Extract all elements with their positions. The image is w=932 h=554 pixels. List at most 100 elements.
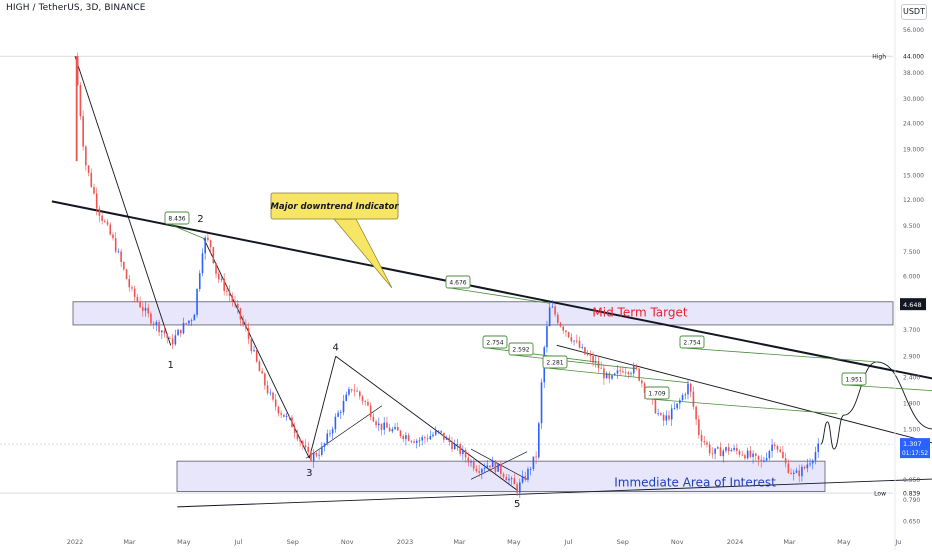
candle (763, 460, 765, 462)
y-tick-label: 1.900 (903, 400, 920, 407)
y-tick-label: 0.950 (903, 477, 920, 484)
candle (529, 468, 532, 470)
y-tick-label: 0.650 (903, 519, 920, 526)
wave3-4-line (308, 356, 337, 459)
candle (142, 307, 144, 311)
candle (250, 338, 253, 352)
high-marker-value: 44.000 (903, 54, 924, 61)
candle (592, 355, 594, 363)
candle (540, 382, 543, 424)
candle (643, 383, 646, 393)
y-tick-label: 2.400 (903, 375, 920, 382)
candle (733, 447, 735, 450)
candle (242, 319, 244, 325)
candle (508, 478, 510, 481)
candle (207, 237, 209, 241)
callout-value: 1.709 (648, 391, 665, 398)
candle (396, 427, 399, 431)
candle (234, 301, 236, 305)
candle (773, 444, 776, 446)
candle (483, 468, 486, 470)
price-callout: 1.709 (644, 386, 838, 415)
y-tick-label: 2.900 (903, 354, 920, 361)
candle (611, 375, 613, 379)
callout-box (482, 335, 508, 349)
y-tick-label: 30.000 (903, 96, 924, 103)
candle (432, 434, 434, 437)
candle (386, 422, 388, 428)
candle (792, 472, 795, 474)
candle (323, 443, 326, 447)
candle (296, 432, 299, 440)
candle (98, 208, 101, 216)
candle (717, 447, 719, 449)
candle (391, 429, 394, 432)
candle (505, 477, 508, 481)
candle (136, 296, 139, 302)
candle (85, 146, 87, 166)
wave1-decline-line (74, 56, 172, 346)
candle (801, 466, 803, 477)
currency-button[interactable]: USDT (901, 4, 927, 20)
candle (787, 463, 790, 473)
wave-label: 3 (306, 468, 312, 479)
candle (302, 441, 304, 446)
candle (114, 238, 117, 252)
note-text: Major downtrend Indicator (270, 202, 399, 212)
candle (613, 373, 616, 376)
candle (383, 422, 386, 430)
wave-label: 2 (197, 214, 203, 225)
candle (310, 451, 312, 462)
y-tick-label: 0.790 (903, 497, 920, 504)
candle (212, 247, 215, 264)
candle (185, 323, 188, 324)
candle (738, 450, 741, 455)
candle (692, 391, 695, 407)
candle (448, 437, 451, 443)
candle (109, 224, 112, 235)
current-price-tag (900, 438, 930, 459)
y-tick-label: 15.000 (903, 172, 924, 179)
candle (654, 399, 657, 414)
candle (562, 326, 565, 331)
wave4-channel-line (305, 405, 383, 459)
candle (736, 447, 738, 451)
candle (152, 323, 155, 325)
candle (139, 301, 141, 308)
candle (217, 273, 220, 280)
candle (82, 116, 84, 147)
low-marker-value: 0.839 (903, 491, 920, 498)
candle (708, 444, 711, 454)
candle (133, 288, 136, 297)
candle (500, 464, 502, 474)
candle (348, 389, 350, 395)
candle (657, 413, 659, 414)
candle (624, 372, 627, 374)
x-tick-label: Mar (783, 538, 796, 546)
callout-pointer (449, 287, 551, 304)
callout-value: 4.676 (449, 280, 466, 287)
candle (291, 417, 293, 428)
candle (201, 253, 204, 274)
price-callout: 8.436 (164, 211, 204, 239)
candle (727, 447, 730, 452)
candle (703, 441, 706, 443)
candle (345, 394, 348, 401)
candle (388, 427, 391, 432)
candle (608, 373, 611, 379)
candle (117, 251, 120, 253)
callout-box (445, 275, 471, 289)
candle (166, 333, 169, 338)
candle (434, 430, 437, 435)
candle (725, 447, 727, 451)
y-tick-label: 19.000 (903, 146, 924, 153)
target-price-tag (900, 298, 926, 311)
candle (662, 414, 665, 421)
callout-box (644, 386, 670, 400)
y-tick-label: 9.500 (903, 223, 920, 230)
callout-pointer (512, 354, 637, 370)
candle (361, 396, 364, 402)
low-marker-label: Low (874, 491, 886, 498)
